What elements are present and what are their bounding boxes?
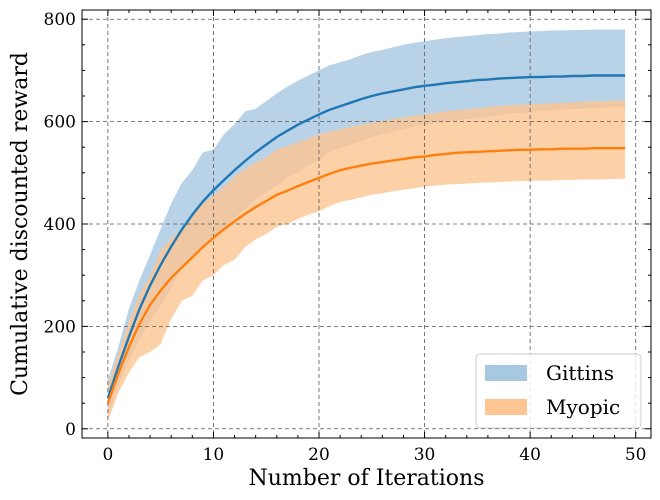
y-tick-label: 200 <box>44 317 76 337</box>
legend-label-myopic: Myopic <box>546 395 620 419</box>
y-tick-label: 0 <box>65 420 76 440</box>
legend-swatch-gittins <box>485 365 527 381</box>
tick-labels: 0 10 20 30 40 50 0 200 400 600 800 <box>44 10 647 465</box>
plot-frame <box>81 9 652 439</box>
y-tick-label: 400 <box>44 215 76 235</box>
x-tick-label: 40 <box>519 445 541 465</box>
grid <box>82 10 651 438</box>
x-tick-label: 20 <box>308 445 330 465</box>
line-myopic <box>106 146 626 404</box>
line-gittins <box>106 74 626 399</box>
x-tick-label: 0 <box>102 445 113 465</box>
confidence-bands <box>107 29 626 422</box>
y-axis-label: Cumulative discounted reward <box>8 52 33 396</box>
x-tick-label: 50 <box>625 445 647 465</box>
x-tick-label: 10 <box>203 445 225 465</box>
legend: Gittins Myopic <box>475 353 642 429</box>
y-tick-label: 800 <box>44 10 76 30</box>
series-lines <box>106 74 626 404</box>
y-tick-label: 600 <box>44 113 76 133</box>
x-tick-label: 30 <box>414 445 436 465</box>
x-axis-label: Number of Iterations <box>248 466 484 491</box>
band-gittins <box>107 29 626 416</box>
legend-swatch-myopic <box>485 399 527 415</box>
legend-label-gittins: Gittins <box>546 361 614 385</box>
band-myopic <box>107 100 626 422</box>
